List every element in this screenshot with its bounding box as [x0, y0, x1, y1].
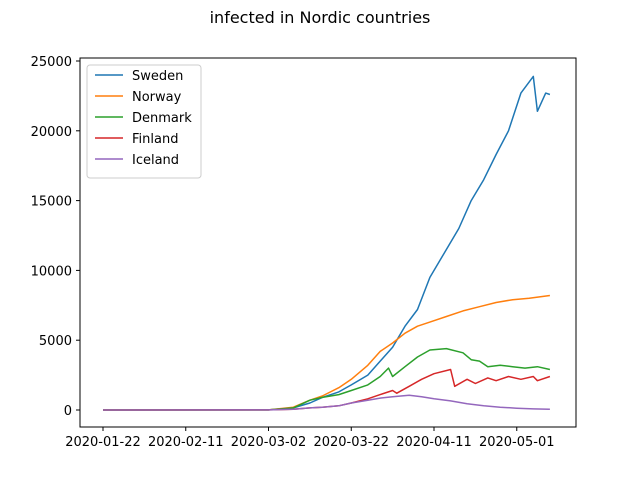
series-line-iceland	[102, 394, 550, 411]
x-tick-label: 2020-03-02	[231, 435, 307, 450]
x-tick-label: 2020-01-22	[65, 435, 141, 450]
y-tick-label: 0	[64, 404, 72, 419]
y-tick-label: 10000	[31, 264, 72, 279]
legend-label-iceland: Iceland	[132, 153, 179, 168]
chart-title: infected in Nordic countries	[209, 8, 431, 27]
x-tick-label: 2020-04-11	[396, 435, 472, 450]
series-line-denmark	[102, 347, 551, 411]
y-tick-label: 15000	[31, 195, 72, 210]
legend-label-finland: Finland	[132, 132, 178, 147]
y-tick-label: 20000	[31, 125, 72, 140]
y-tick-label: 5000	[39, 334, 72, 349]
x-tick-label: 2020-02-11	[148, 435, 224, 450]
legend-label-denmark: Denmark	[132, 111, 192, 126]
y-axis: 0 5000 10000 15000 20000 25000	[31, 55, 80, 419]
x-tick-label: 2020-03-22	[313, 435, 389, 450]
series-line-finland	[102, 368, 551, 411]
x-axis: 2020-01-22 2020-02-11 2020-03-02 2020-03-22…	[65, 427, 555, 450]
legend-label-sweden: Sweden	[132, 69, 183, 84]
legend-label-norway: Norway	[132, 90, 182, 105]
x-tick-label: 2020-05-01	[479, 435, 555, 450]
y-tick-label: 25000	[31, 55, 72, 70]
plot-area-frame	[79, 57, 577, 428]
series-layer	[102, 75, 551, 411]
legend: Sweden Norway Denmark Finland Iceland	[86, 64, 202, 179]
series-line-norway	[102, 294, 551, 411]
legend-box	[86, 64, 202, 179]
